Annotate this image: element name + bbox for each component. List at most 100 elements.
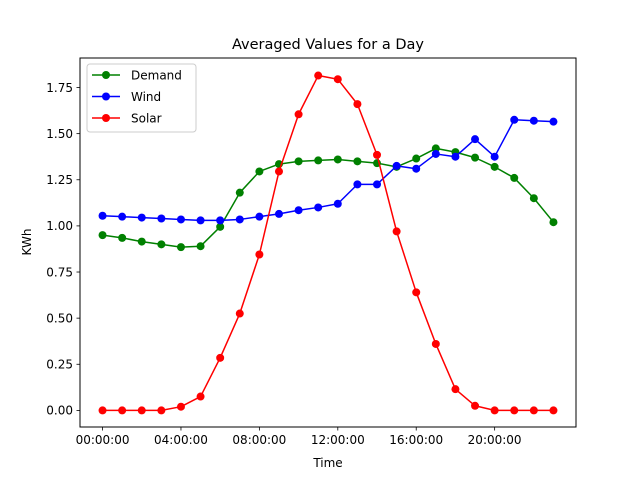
y-tick-label: 1.75 bbox=[46, 81, 73, 95]
data-point-wind bbox=[373, 180, 382, 189]
x-tick-label: 12:00:00 bbox=[311, 433, 365, 447]
series-layer bbox=[98, 71, 558, 415]
legend-marker-wind bbox=[102, 92, 110, 101]
legend-marker-solar bbox=[102, 114, 110, 122]
legend: Demand Wind Solar bbox=[86, 63, 197, 133]
x-tick-label: 08:00:00 bbox=[232, 433, 286, 447]
legend-marker-demand bbox=[102, 71, 110, 79]
x-tick-label: 00:00:00 bbox=[76, 433, 130, 447]
data-point-wind bbox=[216, 216, 225, 225]
data-point-wind bbox=[314, 203, 323, 212]
data-point-demand bbox=[333, 155, 342, 164]
data-point-demand bbox=[235, 188, 244, 197]
data-point-solar bbox=[529, 406, 538, 415]
data-point-demand bbox=[490, 162, 499, 171]
data-point-wind bbox=[274, 209, 283, 218]
data-point-wind bbox=[255, 212, 264, 221]
y-axis-label: KWh bbox=[20, 229, 34, 256]
series-demand bbox=[98, 144, 558, 252]
data-point-solar bbox=[471, 401, 480, 410]
x-tick-label: 16:00:00 bbox=[389, 433, 443, 447]
y-tick-label: 1.50 bbox=[46, 127, 73, 141]
x-axis-label: Time bbox=[312, 456, 342, 470]
data-point-wind bbox=[549, 117, 558, 126]
data-point-solar bbox=[353, 100, 362, 109]
data-point-demand bbox=[196, 242, 205, 251]
data-point-wind bbox=[333, 199, 342, 208]
legend-item-solar: Solar bbox=[92, 111, 162, 125]
data-point-demand bbox=[176, 243, 185, 252]
data-point-wind bbox=[353, 180, 362, 189]
data-point-wind bbox=[118, 212, 127, 221]
data-point-solar bbox=[216, 353, 225, 362]
data-point-wind bbox=[529, 116, 538, 125]
data-point-wind bbox=[412, 164, 421, 173]
legend-label-wind: Wind bbox=[131, 90, 161, 104]
chart-title: Averaged Values for a Day bbox=[232, 37, 424, 53]
y-tick-label: 1.25 bbox=[46, 173, 73, 187]
data-point-solar bbox=[294, 110, 303, 119]
y-tick-label: 0.25 bbox=[46, 358, 73, 372]
data-point-demand bbox=[471, 153, 480, 162]
series-solar bbox=[98, 71, 558, 415]
legend-label-solar: Solar bbox=[131, 111, 162, 125]
series-wind bbox=[98, 115, 558, 225]
legend-box bbox=[86, 63, 197, 133]
data-point-demand bbox=[431, 144, 440, 153]
data-point-solar bbox=[549, 406, 558, 415]
data-point-wind bbox=[196, 216, 205, 225]
data-point-solar bbox=[98, 406, 107, 415]
data-point-wind bbox=[392, 161, 401, 170]
data-point-wind bbox=[98, 211, 107, 220]
data-point-solar bbox=[510, 406, 519, 415]
data-point-solar bbox=[392, 227, 401, 236]
data-point-solar bbox=[176, 402, 185, 411]
data-point-solar bbox=[490, 406, 499, 415]
data-point-demand bbox=[216, 222, 225, 231]
data-point-solar bbox=[118, 406, 127, 415]
data-point-solar bbox=[274, 167, 283, 176]
data-point-solar bbox=[235, 309, 244, 318]
data-point-demand bbox=[137, 237, 146, 246]
data-point-solar bbox=[255, 250, 264, 259]
data-point-demand bbox=[118, 233, 127, 242]
x-tick-label: 04:00:00 bbox=[154, 433, 208, 447]
data-point-solar bbox=[333, 75, 342, 84]
y-tick-label: 1.00 bbox=[46, 219, 73, 233]
y-tick-label: 0.75 bbox=[46, 265, 73, 279]
data-point-demand bbox=[255, 167, 264, 176]
legend-label-demand: Demand bbox=[131, 68, 182, 82]
data-point-solar bbox=[196, 392, 205, 401]
data-point-solar bbox=[157, 406, 166, 415]
plot-frame bbox=[79, 57, 577, 428]
data-point-wind bbox=[176, 215, 185, 224]
data-point-wind bbox=[137, 213, 146, 222]
y-tick-label: 0.00 bbox=[46, 404, 73, 418]
data-point-demand bbox=[529, 194, 538, 203]
y-axis-ticks: 0.00 0.25 0.50 0.75 1.00 1.25 1.50 1.75 bbox=[46, 81, 80, 418]
data-point-solar bbox=[373, 150, 382, 159]
data-point-wind bbox=[157, 214, 166, 223]
data-point-demand bbox=[314, 156, 323, 165]
data-point-wind bbox=[451, 152, 460, 161]
data-point-demand bbox=[294, 157, 303, 166]
data-point-demand bbox=[549, 218, 558, 227]
x-tick-label: 20:00:00 bbox=[468, 433, 522, 447]
data-point-solar bbox=[431, 339, 440, 348]
data-point-demand bbox=[353, 157, 362, 166]
data-point-solar bbox=[314, 71, 323, 80]
data-point-demand bbox=[98, 231, 107, 240]
data-point-wind bbox=[294, 206, 303, 215]
data-point-demand bbox=[510, 173, 519, 182]
legend-item-wind: Wind bbox=[92, 90, 161, 104]
x-axis-ticks: 00:00:00 04:00:00 08:00:00 12:00:00 16:00:00… bbox=[76, 427, 522, 447]
data-point-wind bbox=[490, 152, 499, 161]
data-point-demand bbox=[157, 240, 166, 249]
data-point-solar bbox=[412, 288, 421, 297]
data-point-solar bbox=[451, 385, 460, 394]
data-point-wind bbox=[235, 215, 244, 224]
data-point-wind bbox=[431, 149, 440, 158]
data-point-solar bbox=[137, 406, 146, 415]
